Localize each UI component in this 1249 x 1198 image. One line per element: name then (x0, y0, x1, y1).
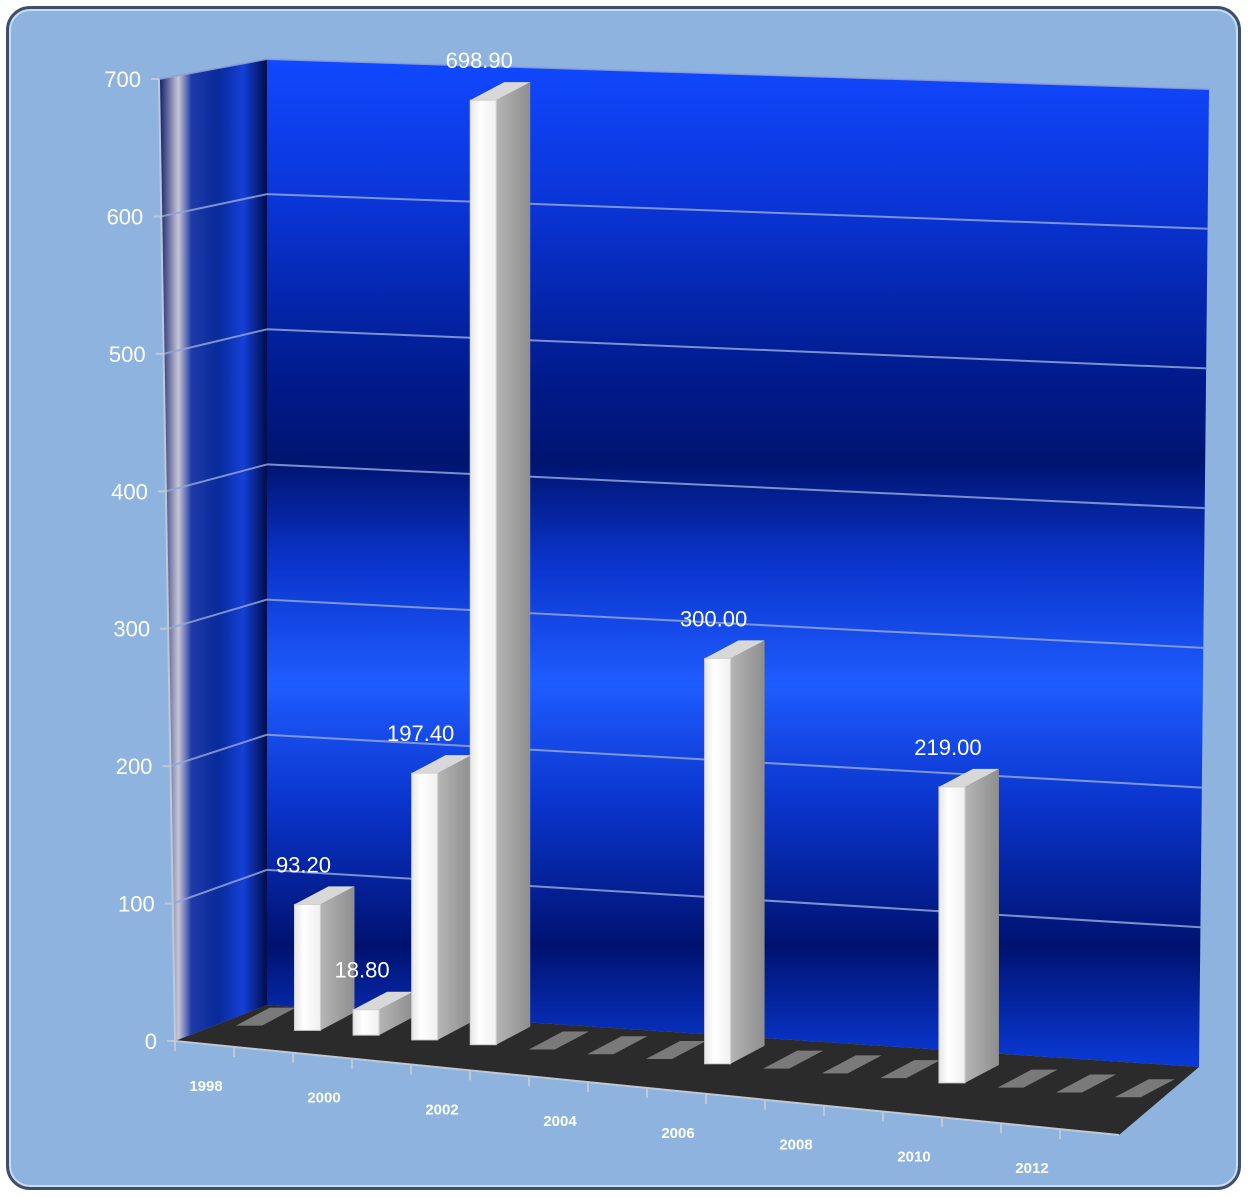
gridline-side (167, 598, 268, 630)
chart: 0 100 200 300 400 500 600 700 1998 2000 2002 2004 2… (104, 48, 1210, 1177)
bar (411, 772, 439, 1041)
bar (293, 903, 321, 1031)
floor-slot (763, 1050, 824, 1069)
chart-frame: 0 100 200 300 400 500 600 700 1998 2000 2002 2004 2… (6, 6, 1241, 1190)
floor-slot (1056, 1074, 1117, 1093)
gridline (266, 463, 1205, 510)
y-tick-label: 300 (113, 617, 150, 642)
data-labels: 93.20 18.80 197.40 698.90 300.00 219.00 (276, 48, 982, 983)
y-tick-label: 0 (145, 1029, 157, 1054)
data-label: 18.80 (335, 958, 390, 983)
y-axis-line (158, 78, 176, 1042)
gridline-side (158, 58, 268, 80)
bar-side (964, 768, 999, 1083)
bar-top (704, 640, 765, 659)
x-tick-label: 2004 (543, 1113, 577, 1130)
floor-slot (587, 1036, 648, 1055)
bar (704, 657, 732, 1065)
gridline (266, 328, 1207, 370)
floor-slots (235, 1007, 1175, 1098)
gridline (266, 58, 1210, 90)
x-tick-label: 2000 (307, 1090, 340, 1107)
y-axis: 0 100 200 300 400 500 600 700 (104, 67, 1120, 1136)
y-tick-label: 600 (107, 204, 144, 229)
gridline-side (161, 193, 268, 218)
floor-slot (235, 1007, 296, 1026)
bars (293, 82, 999, 1084)
bar-side (379, 991, 414, 1036)
x-tick-label: 2008 (779, 1137, 812, 1154)
bar-top (470, 82, 531, 101)
bar (352, 1009, 380, 1036)
bar (938, 786, 966, 1084)
floor-slot (821, 1055, 882, 1074)
y-tick-label: 500 (109, 342, 146, 367)
floor-slot (646, 1041, 707, 1060)
data-label: 197.40 (387, 721, 454, 746)
side-wall (159, 59, 267, 1041)
gridline-side (163, 328, 268, 355)
x-tick-label: 2002 (425, 1101, 458, 1118)
x-tick-label: 2010 (897, 1148, 930, 1165)
bar-side (320, 886, 355, 1031)
bar-top (411, 755, 472, 774)
x-tick-label: 2006 (661, 1125, 694, 1142)
bar-top (294, 886, 355, 905)
y-tick-label: 400 (111, 479, 148, 504)
x-tick-label: 1998 (189, 1078, 222, 1095)
x-tick-label: 2012 (1015, 1160, 1048, 1177)
data-label: 219.00 (914, 735, 981, 760)
bar-side (730, 640, 765, 1064)
y-tick-label: 200 (116, 754, 153, 779)
bar (469, 99, 497, 1046)
gridline (266, 193, 1208, 230)
gridline-side (170, 733, 268, 768)
floor-slot (1114, 1079, 1175, 1098)
bar-top (938, 768, 999, 787)
floor-slot (880, 1060, 941, 1079)
floor-slot (528, 1031, 589, 1050)
x-axis: 1998 2000 2002 2004 2006 2008 2010 2012 (174, 1041, 1061, 1177)
bar-top (353, 991, 414, 1010)
gridline (266, 598, 1204, 649)
bar-side (496, 82, 531, 1045)
y-tick-label: 700 (104, 67, 141, 92)
data-label: 93.20 (276, 852, 331, 877)
floor-slot (997, 1069, 1058, 1088)
data-label: 300.00 (680, 606, 747, 631)
gridline-side (165, 463, 268, 493)
bar-side (437, 755, 472, 1040)
data-label: 698.90 (446, 48, 513, 73)
y-tick-label: 100 (118, 892, 155, 917)
gridline-side (172, 868, 268, 905)
